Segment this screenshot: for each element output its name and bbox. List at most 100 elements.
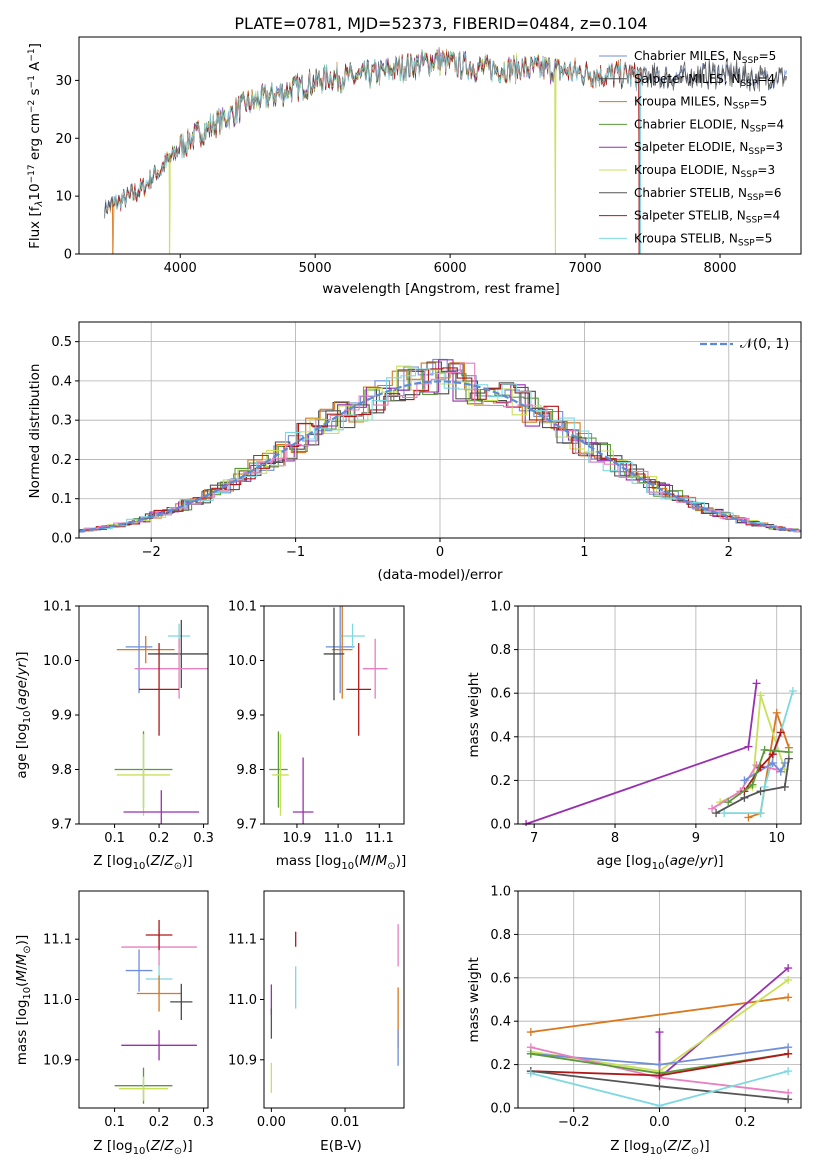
y-tick-label: 0.0 — [51, 532, 72, 547]
mass-vs-metallicity-panel: 0.1 0.2 0.3 10.9 11.0 11.1 — [43, 890, 214, 1130]
residuals-series-group — [79, 358, 801, 533]
ylabel-part: Flux [f — [27, 205, 43, 249]
residuals-axes: −2 −1 0 1 2 0.0 0.1 0.2 0.3 0.4 0.5 — [51, 321, 802, 560]
x-tick-label: 0 — [436, 545, 444, 560]
x-tick-label: 0.2 — [149, 831, 170, 846]
weight-z-xlabel: Z [log10(Z/Z⊙)] — [610, 1138, 709, 1157]
age-mass-xlabel: mass [log10(M/M⊙)] — [276, 853, 406, 872]
mass-z-xlabel: Z [log10(Z/Z⊙)] — [93, 1138, 192, 1157]
ylabel-part: −1 — [27, 75, 37, 88]
legend-name: Chabrier STELIB, N — [634, 186, 747, 200]
residuals-ylabel: Normed distribution — [27, 364, 43, 499]
residuals-histograms — [79, 358, 801, 533]
y-tick-label: 10.0 — [228, 654, 257, 669]
mass-z-ylabel: mass [log10(M/M⊙)] — [14, 935, 33, 1065]
legend-label: Chabrier ELODIE, NSSP=4 — [634, 117, 784, 134]
legend-name: Chabrier MILES, N — [634, 49, 742, 63]
legend-label: Kroupa ELODIE, NSSP=3 — [634, 163, 775, 180]
weight-line — [530, 996, 789, 1033]
residuals-xlabel: (data-model)/error — [377, 567, 503, 583]
y-tick-label: 0.6 — [490, 687, 511, 702]
legend-label: Chabrier STELIB, NSSP=6 — [634, 186, 782, 203]
mass-vs-extinction-panel: 0.00 0.01 10.9 11.0 11.1 — [228, 890, 405, 1130]
legend-sub: SSP — [748, 147, 765, 157]
legend-sub: SSP — [738, 238, 755, 248]
legend-label: Kroupa MILES, NSSP=5 — [634, 95, 767, 112]
errorbar-group — [114, 919, 197, 1104]
y-tick-label: 0.2 — [490, 1058, 511, 1073]
age-z-xlabel: Z [log10(Z/Z⊙)] — [93, 853, 192, 872]
ylabel-part: 10 — [27, 183, 43, 200]
spectrum-series-salpeter-stelib — [112, 50, 641, 254]
legend-name: Kroupa ELODIE, N — [634, 163, 741, 177]
weight-vs-metallicity-panel: −0.2 0.0 0.2 0.0 0.2 0.4 0.6 0.8 1.0 — [490, 885, 802, 1130]
y-tick-label: 0.4 — [51, 374, 72, 389]
legend-tail: =5 — [750, 95, 768, 109]
y-tick-label: 11.0 — [228, 993, 257, 1008]
spectrum-axes: 4000 5000 6000 7000 8000 0 10 20 30 — [55, 36, 802, 276]
age-vs-metallicity-panel: 0.1 0.2 0.3 9.7 9.8 9.9 10.0 10.1 — [43, 600, 214, 847]
legend-label: Salpeter MILES, NSSP=4 — [634, 72, 775, 89]
figure-title: PLATE=0781, MJD=52373, FIBERID=0484, z=0… — [234, 14, 647, 33]
normal-legend-label: 𝒩(0, 1) — [740, 336, 789, 352]
legend-sub: SSP — [750, 124, 767, 134]
legend-label: Chabrier MILES, NSSP=5 — [634, 49, 776, 66]
legend-sub: SSP — [746, 216, 763, 226]
weight-vs-age-panel: 7 8 9 10 0.0 0.2 0.4 0.6 0.8 1.0 — [490, 600, 802, 846]
x-tick-label: −2 — [142, 545, 161, 560]
legend-sub: SSP — [742, 56, 759, 66]
y-tick-label: 0.2 — [51, 453, 72, 468]
ylabel-part: −2 — [27, 100, 37, 113]
legend-name: Kroupa MILES, N — [634, 95, 733, 109]
legend-label: Salpeter STELIB, NSSP=4 — [634, 209, 780, 226]
age-vs-mass-panel: 10.9 11.0 11.1 9.7 9.8 9.9 10.0 10.1 — [228, 600, 405, 846]
x-tick-label: 5000 — [299, 261, 332, 276]
y-tick-label: 0.5 — [51, 335, 72, 350]
x-tick-label: −1 — [286, 545, 305, 560]
y-tick-label: 9.8 — [236, 763, 257, 778]
residuals-legend: 𝒩(0, 1) — [700, 336, 789, 352]
spectrum-series-group — [104, 46, 788, 254]
legend-tail: =4 — [763, 209, 781, 223]
x-tick-label: 0.00 — [257, 1115, 286, 1130]
x-tick-label: 11.1 — [365, 831, 394, 846]
legend-tail: =4 — [757, 72, 775, 86]
y-tick-label: 0 — [64, 248, 72, 263]
ylabel-part: −17 — [27, 164, 37, 183]
spectrum-lines — [104, 46, 788, 254]
x-tick-label: 0.3 — [193, 831, 214, 846]
ylabel-part: λ — [34, 201, 45, 208]
spectrum-ylabel: Flux [fλ10−17 erg cm−2 s−1 A−1] — [27, 43, 45, 249]
weight-age-ylabel: mass weight — [466, 672, 482, 757]
ylabel-part: A — [27, 61, 43, 75]
x-tick-label: 0.2 — [735, 1115, 756, 1130]
weight-line — [727, 748, 789, 803]
ylabel-part: −1 — [27, 48, 37, 61]
x-tick-label: 6000 — [434, 261, 467, 276]
weight-lines-group — [522, 679, 797, 826]
y-tick-label: 0.4 — [490, 730, 511, 745]
legend-name: Salpeter ELODIE, N — [634, 140, 748, 154]
x-tick-label: 0.1 — [104, 831, 125, 846]
x-tick-label: 0.01 — [331, 1115, 360, 1130]
axes-frame — [517, 605, 802, 825]
y-tick-label: 0.1 — [51, 492, 72, 507]
y-tick-label: 30 — [55, 74, 72, 89]
weight-line — [743, 732, 782, 792]
x-tick-label: 0.3 — [193, 1115, 214, 1130]
legend-label: Salpeter ELODIE, NSSP=3 — [634, 140, 783, 157]
x-tick-label: 4000 — [164, 261, 197, 276]
legend-tail: =4 — [766, 117, 784, 131]
y-tick-label: 10.0 — [43, 654, 72, 669]
errorbar-group — [269, 606, 388, 824]
residuals-panel: −2 −1 0 1 2 0.0 0.1 0.2 0.3 0.4 0.5 (data-model)/e… — [27, 321, 802, 583]
legend-sub: SSP — [741, 170, 758, 180]
y-tick-label: 1.0 — [490, 885, 511, 900]
ylabel-part: s — [27, 88, 43, 99]
legend-tail: =5 — [755, 231, 773, 245]
legend-label: Kroupa STELIB, NSSP=5 — [634, 231, 772, 248]
weight-age-xlabel: age [log10(age/yr)] — [596, 853, 723, 872]
y-tick-label: 0.0 — [490, 1102, 511, 1117]
